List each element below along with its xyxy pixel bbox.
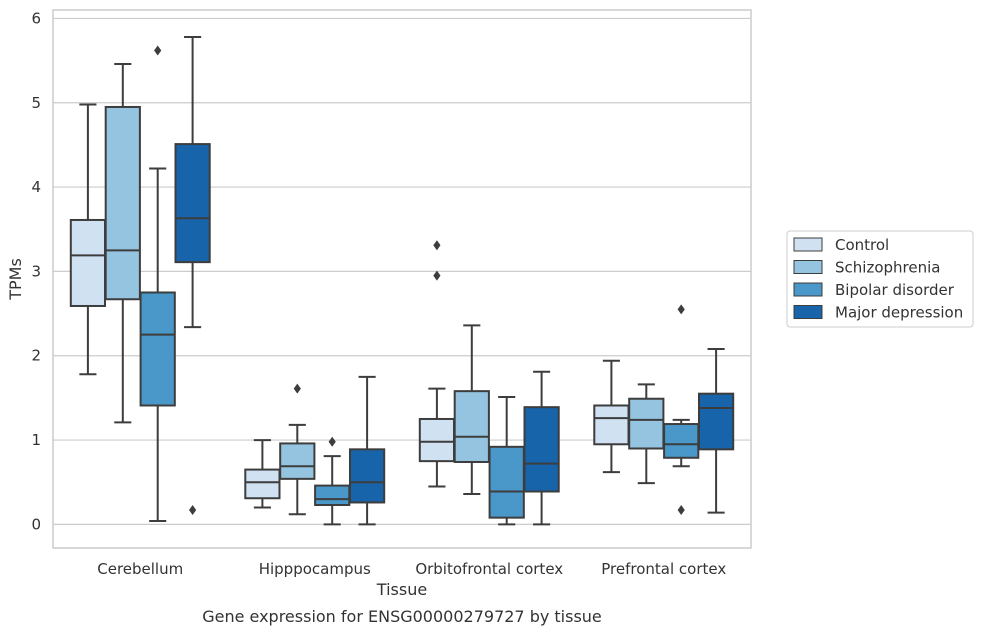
box-iqr xyxy=(663,423,700,459)
box-iqr xyxy=(348,448,386,504)
box-iqr xyxy=(279,442,316,480)
box-control xyxy=(593,359,630,474)
legend-frame xyxy=(786,230,974,328)
box-iqr xyxy=(697,392,735,451)
legend-label: Schizophrenia xyxy=(835,259,940,277)
y-tick-label: 1 xyxy=(31,431,41,449)
x-tick-labels: Cerebellum Hipppocampus Orbitofrontal cort… xyxy=(97,560,726,578)
y-tick-label: 0 xyxy=(31,515,41,533)
outlier-point xyxy=(293,383,301,394)
box-plots xyxy=(69,35,735,526)
box-bipolar-disorder xyxy=(139,45,176,523)
box-control xyxy=(69,103,107,376)
box-iqr xyxy=(628,397,665,450)
x-axis-title: Tissue xyxy=(376,580,427,599)
box-iqr xyxy=(418,417,456,463)
box-iqr xyxy=(593,404,630,446)
box-iqr xyxy=(139,291,176,407)
legend-swatch xyxy=(793,237,823,252)
legend-label: Control xyxy=(835,236,889,254)
legend-label: Bipolar disorder xyxy=(835,281,955,299)
outlier-point xyxy=(328,436,336,447)
box-bipolar-disorder xyxy=(663,304,700,516)
outlier-point xyxy=(433,270,441,281)
legend-label: Major depression xyxy=(835,304,963,322)
x-tick-label: Hipppocampus xyxy=(259,560,371,578)
box-iqr xyxy=(523,406,560,493)
outlier-point xyxy=(154,45,162,56)
box-major-depression xyxy=(523,370,560,526)
legend-swatch xyxy=(793,260,823,274)
box-iqr xyxy=(69,218,107,307)
box-iqr xyxy=(104,105,141,301)
y-tick-label: 3 xyxy=(31,262,41,280)
y-axis-title: TPMs xyxy=(6,258,25,301)
box-major-depression xyxy=(174,35,211,516)
chart-caption: Gene expression for ENSG00000279727 by t… xyxy=(202,607,602,626)
y-tick-label: 6 xyxy=(31,9,41,27)
box-bipolar-disorder xyxy=(488,396,525,526)
box-iqr xyxy=(314,484,351,506)
outlier-point xyxy=(677,505,685,516)
box-iqr xyxy=(244,468,281,500)
legend-swatch xyxy=(793,305,823,319)
x-tick-label: Prefrontal cortex xyxy=(601,560,726,578)
box-major-depression xyxy=(697,347,735,514)
outlier-point xyxy=(189,505,197,516)
box-schizophrenia xyxy=(104,62,141,424)
legend-swatch xyxy=(793,282,823,297)
outlier-point xyxy=(677,304,685,315)
box-schizophrenia xyxy=(453,324,490,496)
box-iqr xyxy=(453,390,490,463)
y-tick-label: 4 xyxy=(31,178,41,196)
y-tick-label: 5 xyxy=(31,94,41,112)
legend: Control Schizophrenia Bipolar disorder Majo… xyxy=(786,230,974,328)
x-tick-label: Orbitofrontal cortex xyxy=(415,560,563,578)
box-iqr xyxy=(488,445,525,519)
plot-area-frame xyxy=(52,9,752,549)
box-bipolar-disorder xyxy=(314,436,351,526)
box-control xyxy=(418,240,456,488)
outlier-point xyxy=(433,240,441,251)
box-major-depression xyxy=(348,375,386,526)
box-schizophrenia xyxy=(279,383,316,516)
box-schizophrenia xyxy=(628,383,665,485)
y-tick-labels: 0 1 2 3 4 5 6 xyxy=(31,9,41,533)
box-iqr xyxy=(174,143,211,264)
y-tick-label: 2 xyxy=(31,347,41,365)
box-control xyxy=(244,439,281,509)
x-tick-label: Cerebellum xyxy=(97,560,183,578)
